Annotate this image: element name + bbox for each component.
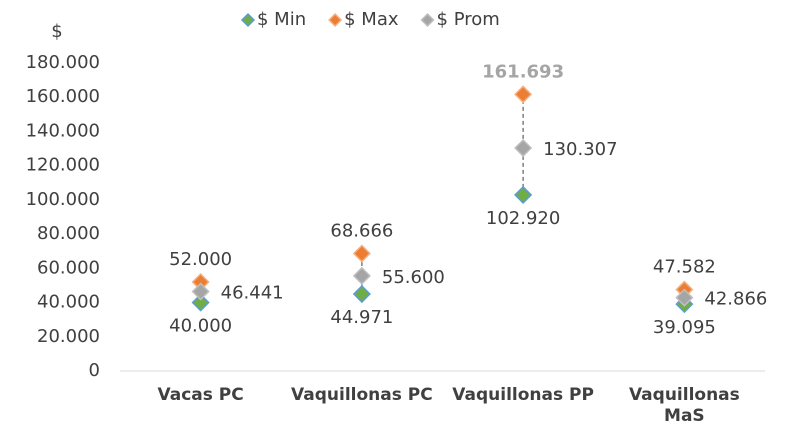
data-label: 40.000 [169,316,232,337]
x-tick-label: Vaquillonas PP [452,385,594,405]
data-label: 68.666 [330,221,393,242]
marker [191,282,210,301]
marker [191,293,210,312]
y-tick-label: 0 [89,360,100,381]
y-tick-label: 140.000 [26,120,100,141]
y-axis-label: $ [51,21,62,42]
legend-label: $ Min [257,9,306,30]
marker [514,85,533,104]
data-label: 130.307 [543,139,617,160]
marker [352,266,371,285]
legend-marker [420,12,435,28]
y-tick-label: 120.000 [26,155,100,176]
data-label: 47.582 [653,257,716,278]
x-tick-label: Vaquillonas MaS [628,385,740,426]
data-label: 39.095 [653,317,716,338]
marker [352,284,371,304]
marker [675,288,694,307]
x-tick-label: Vacas PC [157,385,244,405]
y-tick-label: 160.000 [26,86,100,107]
data-label: 55.600 [382,267,445,288]
legend-marker [328,12,343,28]
marker [352,244,371,263]
y-tick-label: 20.000 [37,326,100,347]
legend-label: $ Max [344,9,399,30]
y-tick-label: 100.000 [26,189,100,210]
y-tick-label: 40.000 [37,292,100,313]
legend-marker [240,12,256,28]
y-tick-label: 80.000 [37,223,100,244]
data-label: 42.866 [704,289,767,310]
data-label: 44.971 [330,307,393,328]
x-tick-label: Vaquillonas PC [291,385,433,405]
y-tick-label: 60.000 [37,257,100,278]
data-label: 161.693 [482,61,564,82]
marker [514,138,533,158]
data-label: 102.920 [486,208,560,229]
data-label: 52.000 [169,249,232,270]
data-label: 46.441 [221,283,284,304]
marker [514,185,533,204]
y-tick-label: 180.000 [26,52,100,73]
legend-label: $ Prom [437,9,500,30]
